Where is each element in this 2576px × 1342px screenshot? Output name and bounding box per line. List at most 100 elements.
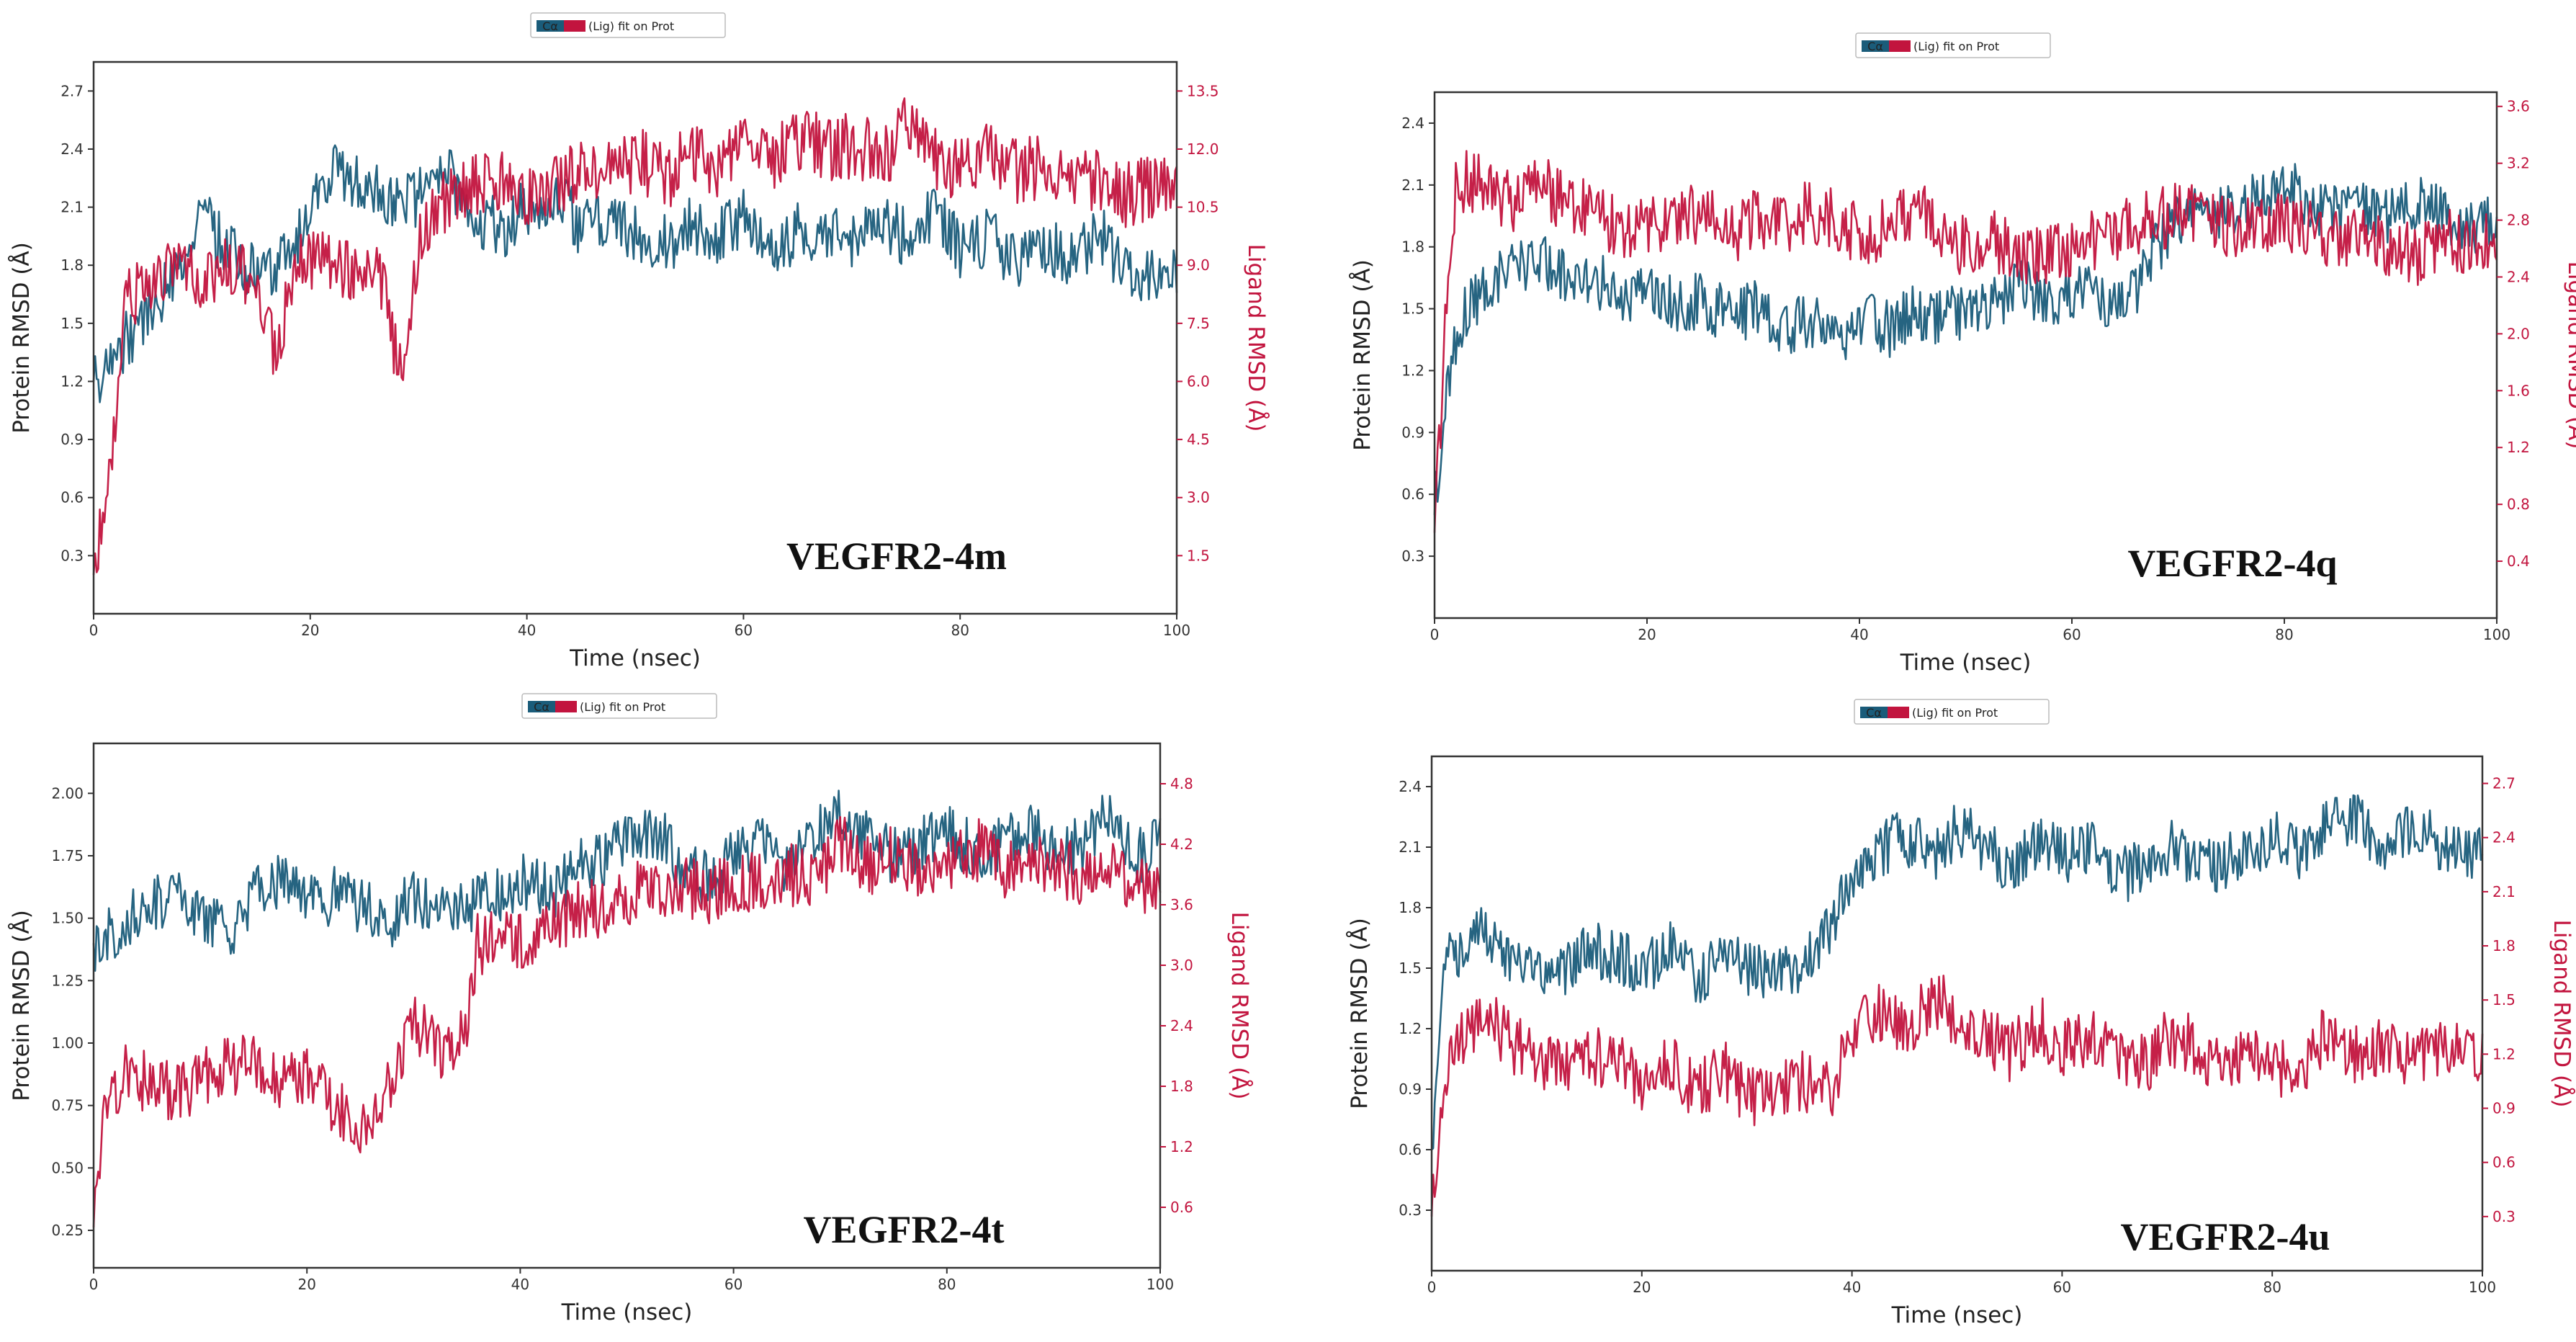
y-left-tick-label: 2.4 [1401, 115, 1424, 132]
y-left-tick-label: 0.50 [51, 1159, 84, 1176]
y-left-tick-label: 1.8 [60, 256, 84, 274]
y-left-tick-label: 2.4 [1399, 778, 1422, 795]
x-tick-label: 40 [518, 622, 536, 639]
legend-protein-label: Cα [1866, 706, 1882, 720]
y-left-tick-label: 0.3 [1401, 547, 1424, 565]
x-axis-title: Time (nsec) [1900, 650, 2032, 676]
y-left-tick-label: 1.8 [1399, 899, 1422, 916]
legend: Cα (Lig) fit on Prot [1854, 699, 2050, 725]
y-right-axis-title: Ligand RMSD (Å) [1243, 244, 1269, 432]
x-tick-label: 100 [1163, 622, 1190, 639]
chart-panel-2: 0 20 40 60 80 100 0.25 0.50 0.75 1.00 1.25 1.50 1.75… [9, 693, 1252, 1325]
y-left-tick-label: 1.25 [51, 972, 84, 989]
y-right-tick-label: 6.0 [1187, 372, 1210, 390]
ligand-rmsd-line [92, 97, 1178, 576]
chart-panel-3: 0 20 40 60 80 100 0.3 0.6 0.9 1.2 1.5 1.8 2.1 2.4 0.3 0… [1347, 699, 2575, 1328]
protein-rmsd-line [92, 144, 1178, 403]
y-left-tick-label: 2.1 [1401, 176, 1424, 194]
legend-protein-label: Cα [542, 19, 558, 33]
x-tick-label: 60 [2053, 1279, 2071, 1296]
y-left-tick-label: 0.9 [1401, 424, 1424, 441]
legend-ligand-swatch [564, 20, 585, 32]
x-tick-label: 80 [2263, 1279, 2281, 1296]
legend-protein-swatch [1862, 40, 1889, 52]
y-left-tick-label: 2.1 [60, 199, 84, 216]
legend-ligand-label: (Lig) fit on Prot [580, 700, 665, 714]
y-left-axis-title: Protein RMSD (Å) [1350, 259, 1375, 451]
panel-title: VEGFR2-4m [786, 534, 1007, 578]
y-right-tick-label: 2.4 [1170, 1017, 1193, 1034]
y-left-tick-label: 1.5 [1399, 959, 1422, 977]
y-right-tick-label: 0.6 [1170, 1199, 1193, 1216]
y-left-tick-label: 2.00 [51, 784, 84, 802]
protein-rmsd-line [92, 789, 1162, 972]
y-right-tick-label: 1.2 [2507, 439, 2530, 456]
legend-ligand-swatch [1888, 707, 1909, 718]
legend: Cα (Lig) fit on Prot [1855, 32, 2051, 58]
y-right-tick-label: 4.8 [1170, 775, 1193, 792]
y-right-axis-title: Ligand RMSD (Å) [2549, 920, 2575, 1108]
y-left-tick-label: 0.6 [1399, 1141, 1422, 1158]
y-right-tick-label: 0.9 [2492, 1100, 2516, 1117]
legend-ligand-label: (Lig) fit on Prot [1913, 40, 1999, 53]
ligand-rmsd-line [1430, 975, 2484, 1217]
x-tick-label: 100 [2469, 1279, 2496, 1296]
y-right-tick-label: 4.2 [1170, 836, 1193, 853]
x-tick-label: 100 [2483, 626, 2510, 643]
chart-panel-1: 0 20 40 60 80 100 0.3 0.6 0.9 1.2 1.5 1.8 2.1 2.4 0.4 0… [1350, 32, 2576, 676]
y-right-tick-label: 2.4 [2507, 268, 2530, 285]
y-left-axis-title: Protein RMSD (Å) [9, 910, 35, 1101]
y-left-tick-label: 2.7 [60, 82, 84, 99]
y-right-tick-label: 1.2 [2492, 1045, 2516, 1063]
y-right-tick-label: 2.1 [2492, 883, 2516, 900]
y-right-tick-label: 7.5 [1187, 315, 1210, 332]
y-right-tick-label: 1.8 [1170, 1078, 1193, 1095]
ligand-rmsd-line [92, 815, 1162, 1228]
y-left-tick-label: 1.5 [60, 315, 84, 332]
legend-protein-swatch [537, 20, 564, 32]
y-left-tick-label: 1.8 [1401, 238, 1424, 256]
ligand-rmsd-line [1433, 150, 2498, 533]
y-right-tick-label: 2.7 [2492, 775, 2516, 792]
y-right-axis-title: Ligand RMSD (Å) [1226, 912, 1252, 1100]
x-tick-label: 0 [1430, 626, 1440, 643]
legend-ligand-label: (Lig) fit on Prot [1912, 706, 1998, 720]
x-tick-label: 80 [2275, 626, 2293, 643]
y-left-tick-label: 1.00 [51, 1034, 84, 1052]
plot-frame [92, 742, 1162, 1269]
y-right-tick-label: 1.8 [2492, 937, 2516, 954]
y-right-tick-label: 0.4 [2507, 553, 2530, 570]
legend: Cα (Lig) fit on Prot [521, 693, 717, 719]
y-right-tick-label: 1.6 [2507, 382, 2530, 399]
protein-rmsd-line [1431, 794, 2484, 1150]
y-right-tick-label: 2.8 [2507, 212, 2530, 229]
panel-title: VEGFR2-4t [804, 1208, 1005, 1251]
y-left-tick-label: 0.3 [1399, 1202, 1422, 1219]
y-left-tick-label: 0.75 [51, 1097, 84, 1114]
x-tick-label: 0 [1427, 1279, 1437, 1296]
y-left-axis-title: Protein RMSD (Å) [1347, 918, 1373, 1109]
legend-protein-swatch [528, 701, 555, 712]
y-right-tick-label: 3.0 [1170, 957, 1193, 974]
legend: Cα (Lig) fit on Prot [530, 12, 726, 38]
y-right-tick-label: 0.3 [2492, 1208, 2516, 1225]
y-right-tick-label: 1.5 [2492, 991, 2516, 1008]
y-left-tick-label: 0.9 [1399, 1081, 1422, 1098]
x-tick-label: 100 [1146, 1276, 1174, 1293]
protein-rmsd-line [1433, 163, 2498, 515]
y-right-axis-title: Ligand RMSD (Å) [2563, 261, 2576, 449]
x-tick-label: 40 [1850, 626, 1868, 643]
legend-protein-label: Cα [534, 700, 549, 714]
y-right-tick-label: 3.6 [1170, 896, 1193, 913]
y-right-tick-label: 1.5 [1187, 547, 1210, 564]
y-left-axis-title: Protein RMSD (Å) [9, 242, 35, 434]
x-tick-label: 40 [511, 1276, 529, 1293]
y-right-tick-label: 10.5 [1187, 199, 1219, 216]
x-axis-title: Time (nsec) [561, 1299, 693, 1325]
x-tick-label: 60 [2063, 626, 2081, 643]
x-axis-title: Time (nsec) [569, 645, 701, 671]
x-tick-label: 80 [951, 622, 969, 639]
y-right-tick-label: 3.6 [2507, 98, 2530, 115]
y-right-tick-label: 1.2 [1170, 1138, 1193, 1155]
